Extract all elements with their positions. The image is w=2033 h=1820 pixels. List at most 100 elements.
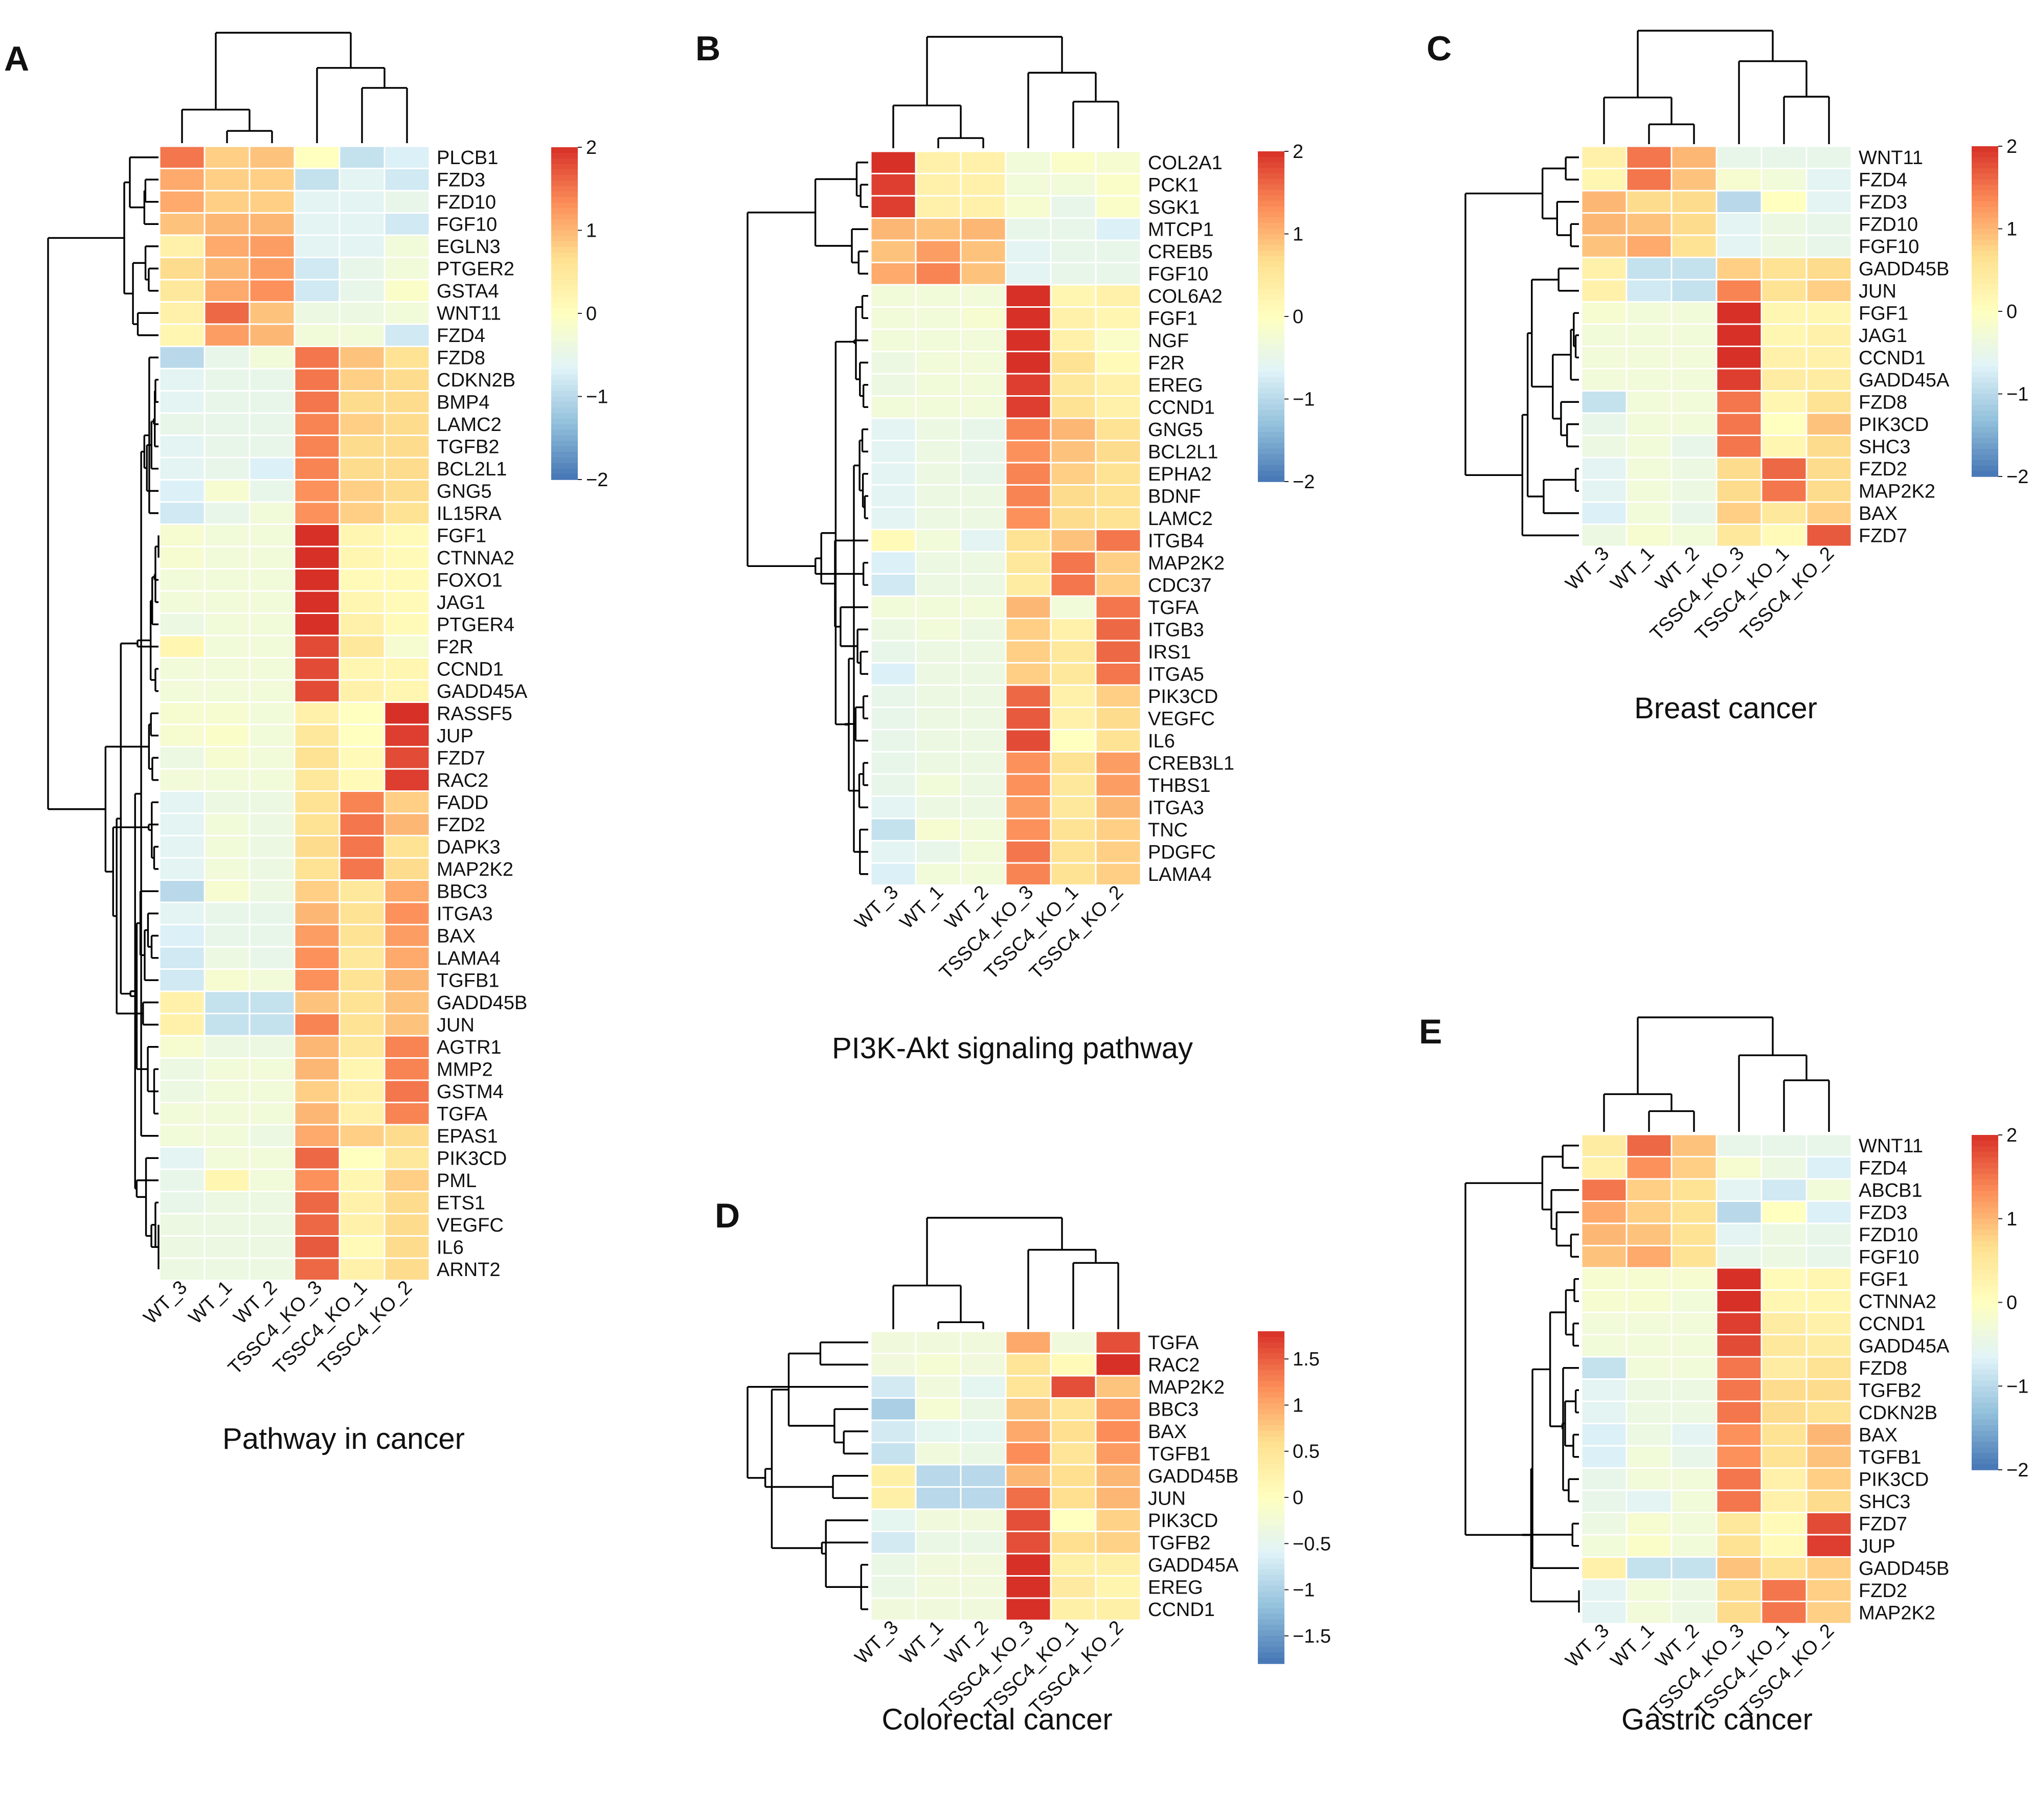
colorbar-swatch xyxy=(551,308,578,314)
heatmap-cell xyxy=(915,840,962,864)
colorbar-swatch xyxy=(1972,1246,1998,1253)
gene-label: FGF1 xyxy=(437,525,486,547)
heatmap-cell xyxy=(249,257,296,281)
heatmap-cell xyxy=(1580,1133,1628,1157)
heatmap-cell xyxy=(293,545,341,570)
gene-label: ITGA5 xyxy=(1148,664,1204,685)
heatmap-cell xyxy=(1670,457,1718,481)
heatmap-cell xyxy=(338,1213,386,1237)
heatmap-cell xyxy=(1625,1267,1673,1291)
heatmap-cell xyxy=(1715,479,1763,503)
colorbar-swatch xyxy=(1258,459,1284,466)
colorbar-swatch xyxy=(1972,465,1998,472)
heatmap-cell xyxy=(1005,1375,1052,1399)
heatmap-cell xyxy=(870,440,917,464)
heatmap-cell xyxy=(204,835,251,859)
heatmap-cell xyxy=(249,768,296,792)
colorbar-swatch xyxy=(1972,289,1998,295)
heatmap-cell xyxy=(915,1597,962,1621)
heatmap-cell xyxy=(1050,173,1097,197)
colorbar-swatch xyxy=(1972,1296,1998,1303)
colorbar-swatch xyxy=(1258,1514,1284,1520)
heatmap-cell xyxy=(383,390,431,414)
colorbar-swatch xyxy=(1972,355,1998,361)
colorbar-swatch xyxy=(1972,416,1998,422)
colorbar-tick-label: 2 xyxy=(586,137,597,158)
colorbar-tick-label: 2 xyxy=(2006,136,2017,157)
gene-label: CDKN2B xyxy=(1859,1402,1937,1424)
gene-label: SHC3 xyxy=(1859,1491,1910,1513)
gene-label: TGFB1 xyxy=(1859,1447,1921,1468)
heatmap-cell xyxy=(1760,368,1808,392)
heatmap-cell xyxy=(1005,817,1052,841)
heatmap-cell xyxy=(870,662,917,686)
heatmap-cell xyxy=(1715,1489,1763,1513)
heatmap-cell xyxy=(915,395,962,419)
heatmap-cell xyxy=(338,524,386,548)
heatmap-cell xyxy=(1050,573,1097,597)
row-labels: WNT11FZD4FZD3FZD10FGF10GADD45BJUNFGF1JAG… xyxy=(1859,147,1950,547)
colorbar-tick-label: 0 xyxy=(2006,1292,2017,1314)
heatmap-cell xyxy=(249,368,296,392)
heatmap-cell xyxy=(870,1330,917,1354)
heatmap-cell xyxy=(870,284,917,308)
heatmap-cell xyxy=(383,1168,431,1192)
heatmap-cell xyxy=(159,924,206,948)
heatmap-cell xyxy=(1805,501,1853,525)
colorbar-swatch xyxy=(1972,1224,1998,1231)
heatmap-cell xyxy=(870,1419,917,1443)
colorbar-swatch xyxy=(1972,344,1998,351)
heatmap-cell xyxy=(204,190,251,214)
gene-label: PCK1 xyxy=(1148,174,1199,196)
heatmap-cell xyxy=(1760,457,1808,481)
heatmap-cell xyxy=(1005,1575,1052,1599)
heatmap-cell xyxy=(1670,412,1718,436)
heatmap-cell xyxy=(249,168,296,192)
colorbar-tick-label: −1 xyxy=(2006,1376,2028,1397)
panel-letter: C xyxy=(1427,29,1452,68)
heatmap-cell xyxy=(204,1257,251,1281)
heatmap-cell xyxy=(1005,195,1052,219)
heatmap-cell xyxy=(383,479,431,503)
colorbar-swatch xyxy=(1972,234,1998,240)
heatmap-cell xyxy=(249,1013,296,1037)
heatmap-cell xyxy=(383,301,431,325)
heatmap-cell xyxy=(338,879,386,903)
colorbar-swatch xyxy=(1258,1503,1284,1509)
heatmap-cell xyxy=(293,412,341,436)
gene-label: BAX xyxy=(1859,503,1898,525)
colorbar-swatch xyxy=(1258,1635,1284,1642)
heatmap-cell xyxy=(249,524,296,548)
heatmap-cell xyxy=(1625,412,1673,436)
colorbar-swatch xyxy=(551,451,578,458)
sample-label: WT_1 xyxy=(896,881,947,933)
heatmap-cell xyxy=(1095,1419,1142,1443)
heatmap-cell xyxy=(1670,1178,1718,1202)
sample-label: WT_1 xyxy=(896,1617,947,1668)
heatmap-cell xyxy=(1005,417,1052,441)
heatmap-cell xyxy=(1715,1578,1763,1602)
heatmap-cell xyxy=(159,501,206,525)
colorbar-swatch xyxy=(1258,1613,1284,1620)
heatmap-cell xyxy=(1095,1397,1142,1421)
heatmap-cell xyxy=(249,457,296,481)
heatmap-cell xyxy=(1805,457,1853,481)
heatmap-cell xyxy=(1625,1534,1673,1558)
heatmap-cell xyxy=(1760,1378,1808,1402)
heatmap-cell xyxy=(1005,773,1052,797)
colorbar-swatch xyxy=(551,275,578,281)
heatmap-cell xyxy=(870,817,917,841)
colorbar-swatch xyxy=(1972,1291,1998,1298)
heatmap-cell xyxy=(293,946,341,970)
heatmap-cell xyxy=(249,1191,296,1215)
colorbar-swatch xyxy=(1258,1447,1284,1454)
gene-label: FOXO1 xyxy=(437,570,503,591)
heatmap-cell xyxy=(383,1191,431,1215)
heatmap-cell xyxy=(960,1531,1007,1555)
heatmap-cell xyxy=(1715,301,1763,325)
colorbar-swatch xyxy=(1258,1508,1284,1515)
colorbar-swatch xyxy=(1258,178,1284,185)
heatmap-cell xyxy=(915,1575,962,1599)
heatmap-cell xyxy=(293,1013,341,1037)
colorbar-swatch xyxy=(1258,1375,1284,1382)
